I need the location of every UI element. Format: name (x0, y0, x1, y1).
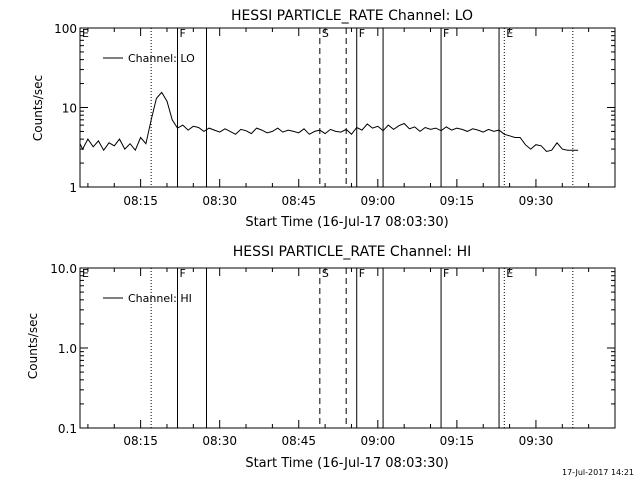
event-marker-label: S (322, 27, 329, 40)
x-tick-label: 09:15 (440, 434, 475, 448)
series-line (79, 91, 579, 153)
x-tick-label: 09:00 (361, 434, 396, 448)
event-marker-label: F (443, 27, 449, 40)
x-tick-label: 08:30 (202, 194, 237, 208)
panel-hi-frame: 0.1 1.0 10.0 08:15 08:30 08:45 09:00 09:15 09:30… (50, 262, 616, 448)
y-tick-label: 10 (62, 102, 77, 116)
x-tick-label: 09:30 (519, 434, 554, 448)
legend-label: Channel: HI (128, 292, 192, 305)
event-marker-label: F (359, 267, 365, 280)
panel-hi-ylabel: Counts/sec (26, 313, 40, 379)
y-tick-label: 0.1 (58, 422, 77, 436)
y-tick-label: 1 (69, 181, 77, 195)
x-tick-label: 08:15 (123, 434, 158, 448)
y-tick-label: 100 (54, 22, 77, 36)
x-tick-label: 09:30 (519, 194, 554, 208)
event-marker-label: E (82, 27, 89, 40)
panel-lo-title: HESSI PARTICLE_RATE Channel: LO (231, 8, 473, 24)
y-tick-label: 10.0 (50, 262, 77, 276)
x-tick-label: 09:00 (361, 194, 396, 208)
panel-hi-xlabel: Start Time (16-Jul-17 08:03:30) (245, 456, 448, 471)
panel-lo-frame: 1 10 100 08:15 08:30 08:45 09:00 09:15 09:30 E F S F… (54, 22, 616, 208)
panel-hi-legend: Channel: HI (103, 292, 192, 305)
x-tick-label: 09:15 (440, 194, 475, 208)
panel-lo-legend: Channel: LO (103, 52, 195, 65)
legend-label: Channel: LO (128, 52, 195, 65)
event-marker-label: E (82, 267, 89, 280)
footer-timestamp: 17-Jul-2017 14:21 (562, 468, 634, 477)
panel-lo: HESSI PARTICLE_RATE Channel: LO Counts/s… (31, 8, 616, 230)
event-marker-label: E (506, 267, 513, 280)
panel-lo-ylabel: Counts/sec (31, 75, 45, 141)
event-marker-label: E (506, 27, 513, 40)
panel-lo-xlabel: Start Time (16-Jul-17 08:03:30) (245, 215, 448, 230)
y-tick-label: 1.0 (58, 342, 77, 356)
event-marker-label: F (180, 267, 186, 280)
panel-hi: HESSI PARTICLE_RATE Channel: HI Counts/s… (26, 244, 616, 471)
event-marker-label: S (322, 267, 329, 280)
event-marker-label: F (443, 267, 449, 280)
x-tick-label: 08:30 (202, 434, 237, 448)
event-marker-label: F (180, 27, 186, 40)
x-tick-label: 08:45 (281, 194, 316, 208)
panel-hi-title: HESSI PARTICLE_RATE Channel: HI (233, 244, 471, 260)
x-tick-label: 08:15 (123, 194, 158, 208)
x-tick-label: 08:45 (281, 434, 316, 448)
event-marker-label: F (359, 27, 365, 40)
